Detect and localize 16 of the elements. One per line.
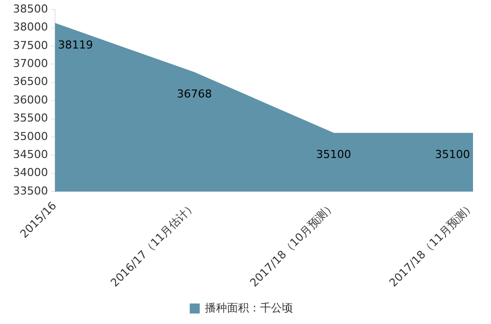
y-tick-label: 34000 [12,166,48,180]
y-tick-label: 35500 [12,112,48,125]
y-tick-label: 37000 [12,57,48,70]
y-tick-label: 36500 [12,75,48,88]
y-tick-label: 35000 [12,130,48,143]
legend-label: 播种面积：千公顷 [204,301,293,314]
y-tick-label: 36000 [12,93,48,106]
data-label: 35100 [435,148,470,162]
y-tick-label: 34500 [12,148,48,162]
y-tick-label: 37500 [12,38,48,52]
data-label: 35100 [316,148,352,162]
data-label: 38119 [58,38,93,52]
data-label: 36768 [176,87,212,100]
y-tick-label: 38500 [12,2,48,16]
y-tick-label: 38000 [12,20,48,34]
y-tick-label: 33500 [12,184,48,198]
